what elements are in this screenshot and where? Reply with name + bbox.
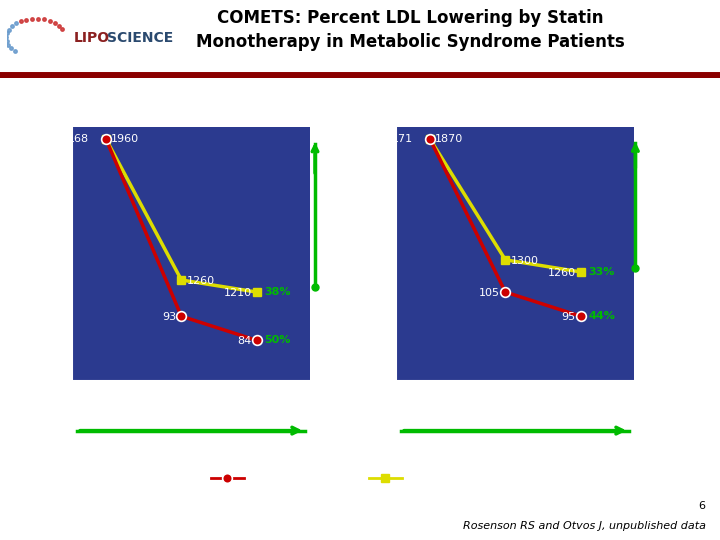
Text: Less cholesterol per LDL particle: Less cholesterol per LDL particle [82,443,300,456]
Text: 1210: 1210 [223,288,251,298]
Text: Rosenson RS and Otvos J, unpublished data: Rosenson RS and Otvos J, unpublished dat… [463,521,706,531]
Text: 44%: 44% [588,311,615,321]
Y-axis label: Percent Reduction: Percent Reduction [34,193,47,315]
Text: 50%: 50% [264,335,291,346]
Text: 84: 84 [238,336,251,347]
Text: 95: 95 [562,312,575,322]
Text: 105: 105 [479,288,500,298]
Text: COMETS: Percent LDL Lowering by Statin
Monotherapy in Metabolic Syndrome Patient: COMETS: Percent LDL Lowering by Statin M… [196,9,625,51]
Text: Fewer LDL
particles: Fewer LDL particles [648,156,713,178]
Title: Rosuvastatin: Rosuvastatin [135,106,247,122]
Text: SCIENCE: SCIENCE [107,31,174,45]
Text: 93: 93 [162,312,176,322]
Legend: LDL-C (mg/dL), LDL-P (nmol/L): LDL-C (mg/dL), LDL-P (nmol/L) [206,468,514,491]
Text: 171: 171 [392,134,413,144]
Text: 6: 6 [698,501,706,511]
Text: 168: 168 [68,134,89,144]
Text: 1870: 1870 [435,134,464,144]
Text: 1300: 1300 [510,256,539,266]
Text: 33%: 33% [588,267,615,277]
Text: 1260: 1260 [547,268,575,278]
Text: LIPO: LIPO [73,31,110,45]
Text: Less
cholesterol
per particle: Less cholesterol per particle [648,224,720,256]
Text: 1960: 1960 [111,134,140,144]
Title: Atorvastatin: Atorvastatin [461,106,569,122]
Text: 1260: 1260 [186,276,215,286]
Text: 38%: 38% [264,287,291,297]
Text: Less cholesterol per LDL particle: Less cholesterol per LDL particle [406,443,624,456]
